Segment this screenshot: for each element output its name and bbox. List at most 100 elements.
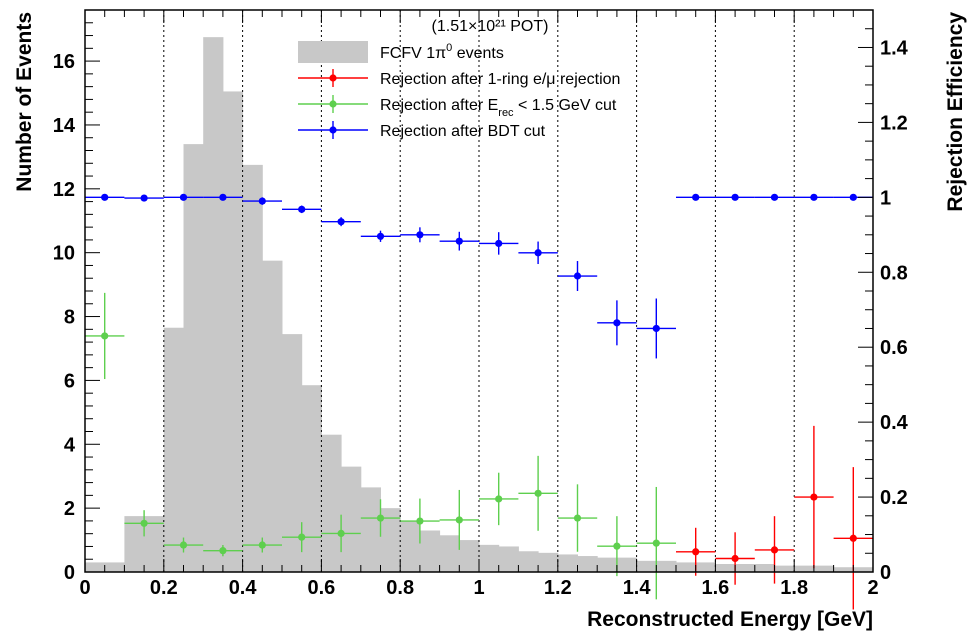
data-point [219, 547, 227, 555]
histogram-bar [715, 564, 736, 572]
histogram-bar [833, 567, 854, 572]
data-point [455, 237, 463, 245]
legend: (1.51×10²¹ POT) FCFV 1π0 events Rejection … [298, 18, 620, 140]
data-point [731, 193, 739, 201]
histogram-bar [794, 565, 815, 572]
y-tick-label: 0 [64, 562, 75, 584]
x-tick-label: 1.2 [544, 577, 572, 599]
data-point [258, 197, 266, 205]
data-point [495, 239, 503, 248]
x-tick-label: 0.8 [386, 577, 414, 599]
y-right-tick-label: 0.2 [880, 487, 908, 509]
data-point [534, 249, 542, 257]
series-3 [85, 193, 873, 359]
legend-entry-label: Rejection after 1-ring e/μ rejection [380, 71, 620, 88]
data-point [613, 542, 621, 550]
histogram-bar [183, 144, 204, 572]
histogram-bar [380, 508, 401, 572]
histogram-bar [557, 554, 578, 572]
y-axis-title: Number of Events [13, 12, 36, 192]
histogram-bar [676, 562, 697, 572]
y-right-tick-label: 0.8 [880, 262, 908, 284]
data-point [258, 541, 266, 549]
chart-title: (1.51×10²¹ POT) [432, 18, 549, 35]
data-point [770, 546, 779, 554]
histogram-bar [222, 91, 244, 572]
y-tick-label: 4 [64, 434, 76, 456]
data-point [810, 493, 818, 501]
data-point [416, 231, 424, 239]
data-point [810, 193, 818, 201]
legend-entry-label: FCFV 1π0 events [380, 42, 504, 62]
data-point [101, 193, 109, 201]
y-tick-label: 8 [64, 307, 75, 329]
y-right-axis-title: Rejection Efficiency [944, 12, 967, 212]
data-point [692, 548, 700, 556]
histogram-bar [636, 560, 657, 572]
data-point [849, 193, 857, 201]
histogram-bar [479, 544, 500, 572]
histogram-bar [321, 434, 342, 572]
y-tick-label: 14 [53, 115, 76, 137]
x-tick-label: 1 [473, 577, 484, 599]
y-right-tick-label: 1.2 [880, 112, 908, 134]
data-point [770, 193, 779, 201]
histogram-bar [538, 552, 559, 572]
histogram-bar [577, 556, 598, 572]
histogram-bar [262, 260, 283, 572]
histogram-bar [439, 535, 460, 572]
histogram-bar [695, 562, 716, 572]
data-point [101, 332, 109, 340]
histogram-bar [124, 516, 145, 572]
y-right-tick-label: 0.4 [880, 412, 909, 434]
y-right-tick-label: 1 [880, 187, 891, 209]
histogram-bar [735, 564, 756, 572]
data-point [455, 516, 463, 524]
y-tick-label: 12 [53, 179, 75, 201]
x-tick-label: 1.8 [780, 577, 808, 599]
y-tick-label: 10 [53, 243, 75, 265]
data-point [495, 495, 503, 503]
histogram-bar [104, 562, 125, 572]
histogram-bar [203, 37, 224, 573]
series-2 [85, 292, 676, 600]
data-point [849, 534, 857, 542]
y-tick-label: 16 [53, 51, 75, 73]
legend-swatch-marker [329, 74, 337, 82]
histogram-bar [360, 487, 381, 572]
histogram-bar [754, 564, 775, 572]
histogram-bar [813, 565, 835, 572]
data-point [731, 554, 739, 563]
x-tick-label: 1.6 [701, 577, 729, 599]
plot-area [85, 10, 874, 610]
x-tick-label: 1.4 [623, 577, 652, 599]
y-right-tick-label: 1.4 [880, 37, 909, 59]
data-point [416, 517, 424, 525]
x-axis-title: Reconstructed Energy [GeV] [587, 608, 873, 631]
data-point [140, 194, 148, 202]
legend-swatch-marker [329, 126, 337, 134]
data-point [692, 193, 700, 201]
histogram-bar [144, 516, 165, 572]
data-point [179, 193, 188, 201]
data-point [652, 539, 660, 547]
histogram-bar [774, 565, 795, 572]
data-point [573, 272, 582, 280]
histogram-bar [616, 557, 638, 572]
histogram-bar [341, 466, 362, 572]
legend-swatch-fill [298, 41, 368, 63]
y-right-tick-label: 0.6 [880, 337, 908, 359]
x-tick-label: 0.4 [229, 577, 258, 599]
data-point [337, 218, 345, 226]
y-right-tick-label: 0 [880, 562, 891, 584]
histogram-bar [400, 520, 421, 572]
histogram-bar [85, 562, 106, 572]
histogram-bar [597, 557, 618, 572]
legend-swatch-marker [329, 100, 337, 108]
legend-entry-label: Rejection after Erec < 1.5 GeV cut [380, 97, 617, 119]
x-tick-label: 0.6 [307, 577, 335, 599]
data-point [140, 519, 148, 527]
data-point [298, 533, 306, 541]
histogram-bar [498, 546, 519, 572]
